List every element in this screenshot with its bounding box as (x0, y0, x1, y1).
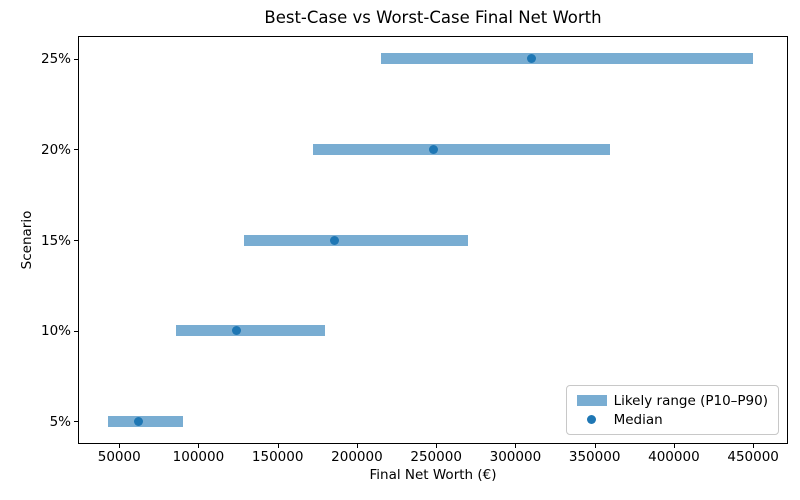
x-tick-label: 400000 (648, 449, 700, 465)
range-bar (108, 415, 183, 427)
x-axis-label: Final Net Worth (€) (369, 467, 497, 483)
x-tick (277, 444, 279, 448)
y-tick (74, 149, 78, 151)
median-dot (526, 54, 536, 64)
median-dot (133, 416, 143, 426)
range-bar (312, 143, 611, 155)
legend-item-range: Likely range (P10–P90) (576, 391, 768, 410)
y-tick (74, 240, 78, 241)
y-tick-label: 5% (49, 413, 71, 430)
median-marker-icon (577, 415, 607, 424)
x-tick (673, 444, 675, 448)
legend-item-median: Median (577, 410, 768, 429)
range-swatch-icon (576, 395, 607, 406)
range-bar (176, 325, 326, 337)
x-tick (198, 444, 200, 448)
y-tick (74, 421, 78, 423)
legend-label-range: Likely range (P10–P90) (613, 392, 768, 409)
x-tick (753, 444, 755, 448)
x-tick-label: 100000 (172, 449, 225, 465)
median-dot-glyph (587, 415, 597, 424)
median-dot (330, 235, 340, 245)
y-tick-label: 15% (40, 232, 71, 249)
x-tick (594, 444, 596, 448)
y-tick (74, 330, 78, 332)
plot-area: Likely range (P10–P90) Median (78, 36, 788, 444)
x-tick-label: 150000 (251, 449, 304, 465)
range-bar (244, 234, 468, 246)
x-tick (356, 444, 358, 448)
x-tick-label: 200000 (331, 449, 383, 465)
x-tick-label: 50000 (97, 449, 141, 465)
range-bar (380, 53, 754, 65)
x-tick-label: 350000 (568, 449, 621, 465)
y-tick-label: 20% (40, 141, 71, 158)
x-tick-label: 300000 (489, 449, 542, 465)
x-tick-label: 250000 (410, 449, 462, 465)
legend-label-median: Median (613, 411, 663, 428)
median-dot (231, 326, 241, 336)
x-tick (119, 444, 121, 448)
chart-title: Best-Case vs Worst-Case Final Net Worth (264, 8, 602, 27)
median-dot (428, 144, 438, 154)
legend: Likely range (P10–P90) Median (565, 385, 779, 435)
x-tick (436, 444, 438, 448)
x-tick (515, 444, 517, 448)
x-tick-label: 450000 (727, 449, 779, 465)
y-tick-label: 25% (40, 51, 71, 68)
y-tick-label: 10% (40, 323, 71, 340)
y-tick (74, 58, 78, 60)
